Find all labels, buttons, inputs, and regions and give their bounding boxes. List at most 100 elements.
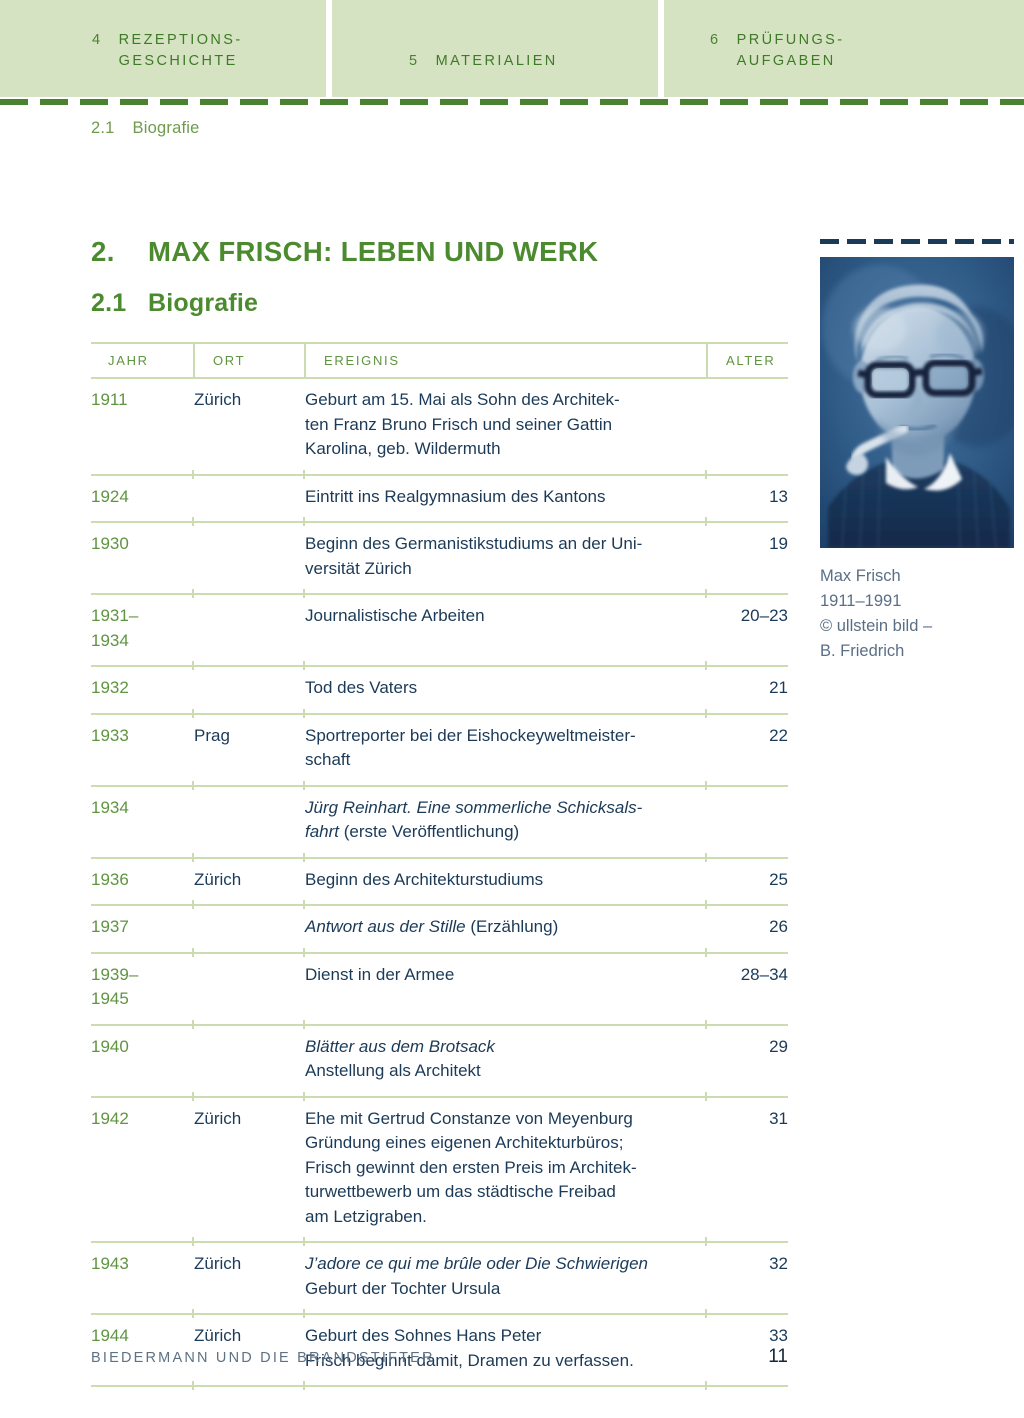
tab-pruefungsaufgaben-label-line2: AUFGABEN [736, 53, 836, 69]
row-separator-tick [705, 1091, 707, 1101]
event-text: Tod des Vaters [305, 678, 418, 697]
column-header-ereignis: EREIGNIS [305, 342, 708, 379]
cell-jahr: 1936 [91, 857, 194, 909]
cell-jahr: 1939– 1945 [91, 952, 194, 1029]
portrait-illustration [820, 257, 1014, 548]
row-separator-tick [192, 1091, 194, 1101]
chapter-title-text: MAX FRISCH: LEBEN UND WERK [148, 236, 599, 267]
caption-line-credit-1: © ullstein bild – [820, 617, 933, 635]
tab-rezeptionsgeschichte-label-line2: GESCHICHTE [118, 53, 238, 69]
tab-rezeptionsgeschichte-content: 4 REZEPTIONS- GESCHICHTE [92, 30, 243, 72]
event-text: Beginn des Germanistikstudiums an der Un… [305, 534, 643, 553]
row-separator-tick [303, 517, 305, 526]
row-separator-tick [303, 1091, 305, 1101]
tab-divider-1 [326, 0, 332, 97]
row-separator-tick [705, 900, 707, 909]
row-separator-tick [303, 900, 305, 909]
row-separator-tick [192, 947, 194, 957]
running-head-label: Biografie [132, 119, 200, 137]
cell-ereignis: Geburt am 15. Mai als Sohn des Architek-… [305, 378, 707, 479]
tab-materialien[interactable]: 5 MATERIALIEN [332, 0, 658, 97]
row-separator-tick [303, 661, 305, 670]
cell-jahr-line: 1931– [91, 606, 139, 625]
header-dashed-divider [0, 99, 1024, 105]
cell-alter: 26 [707, 905, 788, 954]
cell-ereignis: J’adore ce qui me brûle oder Die Schwier… [305, 1242, 707, 1318]
cell-ereignis-line: Beginn des Germanistikstudiums an der Un… [305, 532, 707, 557]
row-separator-tick [303, 469, 305, 479]
work-title: Blätter aus dem Brotsack [305, 1036, 495, 1056]
running-head-number: 2.1 [91, 119, 115, 137]
cell-ereignis-line: am Letzigraben. [305, 1205, 707, 1230]
cell-alter: 32 [707, 1242, 788, 1315]
cell-ort [194, 666, 305, 718]
row-separator-tick [705, 661, 707, 670]
table-row: 1931– 1934 Journalistische Arbeiten 20–23 [91, 594, 788, 670]
cell-jahr: 1942 [91, 1096, 194, 1246]
tab-materialien-number: 5 [409, 53, 418, 69]
figure-caption: Max Frisch 1911–1991 © ullstein bild – B… [820, 564, 1014, 664]
row-separator-tick [705, 1237, 707, 1246]
row-separator-tick [192, 469, 194, 479]
cell-ereignis: Geburt des Sohnes Hans Peter Frisch begin… [305, 1314, 707, 1390]
event-text: Karolina, geb. Wildermuth [305, 439, 501, 458]
tab-pruefungsaufgaben-number: 6 [710, 32, 719, 48]
cell-alter [707, 378, 788, 476]
row-separator-tick [303, 708, 305, 718]
row-separator-tick [192, 1237, 194, 1246]
cell-ereignis-line: versität Zürich [305, 557, 707, 582]
tab-pruefungsaufgaben-label-line1: PRÜFUNGS- [736, 32, 845, 48]
cell-ereignis-line: Sportreporter bei der Eishockeyweltmeist… [305, 724, 707, 749]
cell-ereignis: Jürg Reinhart. Eine sommerliche Schicksa… [305, 785, 707, 862]
row-separator-tick [192, 1309, 194, 1318]
table-row: 1934 Jürg Reinhart. Eine sommerliche Schi… [91, 785, 788, 862]
cell-ereignis-line: schaft [305, 748, 707, 773]
cell-ereignis-line: Anstellung als Architekt [305, 1059, 707, 1084]
cell-ereignis: Tod des Vaters [305, 666, 707, 718]
running-head: 2.1 Biografie [91, 119, 199, 138]
cell-jahr: 1930 [91, 522, 194, 598]
work-title: fahrt [305, 822, 340, 841]
cell-ereignis-line: Frisch beginnt damit, Dramen zu verfasse… [305, 1349, 707, 1374]
row-separator-tick [303, 1381, 305, 1390]
row-separator-tick [192, 589, 194, 598]
event-text: ten Franz Bruno Frisch und seiner Gattin [305, 414, 613, 434]
event-text: Frisch gewinnt den ersten Preis im Archi… [305, 1157, 637, 1177]
cell-jahr: 1944 [91, 1314, 194, 1390]
table-row: 1924 Eintritt ins Realgymnasium des Kanto… [91, 474, 788, 526]
cell-ereignis: Dienst in der Armee [305, 952, 707, 1029]
event-text: Eintritt ins Realgymnasium des Kantons [305, 486, 606, 506]
tab-pruefungsaufgaben[interactable]: 6 PRÜFUNGS- AUFGABEN [664, 0, 1024, 97]
row-separator-tick [705, 1019, 707, 1029]
cell-ereignis: Ehe mit Gertrud Constanze von Meyenburg G… [305, 1096, 707, 1246]
row-separator-tick [192, 900, 194, 909]
row-separator-tick [705, 852, 707, 862]
cell-ereignis-line: Eintritt ins Realgymnasium des Kantons [305, 485, 707, 510]
caption-line-credit-2: B. Friedrich [820, 642, 905, 660]
caption-line-name: Max Frisch [820, 567, 901, 585]
cell-ereignis-line: Jürg Reinhart. Eine sommerliche Schicksa… [305, 796, 707, 821]
cell-ort [194, 522, 305, 598]
column-header-ort: ORT [194, 342, 306, 379]
cell-jahr: 1933 [91, 713, 194, 790]
cell-jahr: 1911 [91, 378, 194, 479]
table-row: 1943 Zürich J’adore ce qui me brûle oder D… [91, 1242, 788, 1318]
cell-ereignis-line: Gründung eines eigenen Architekturbüros; [305, 1131, 707, 1156]
cell-alter: 25 [707, 857, 788, 906]
cell-ort [194, 594, 305, 670]
cell-ereignis: Beginn des Architekturstudiums [305, 857, 707, 909]
event-text: Anstellung als Architekt [305, 1061, 481, 1080]
table-row: 1944 Zürich Geburt des Sohnes Hans Peter Fr… [91, 1314, 788, 1390]
portrait-max-frisch-image [820, 257, 1014, 548]
tab-rezeptionsgeschichte[interactable]: 4 REZEPTIONS- GESCHICHTE [0, 0, 326, 97]
tab-pruefungsaufgaben-content: 6 PRÜFUNGS- AUFGABEN [710, 30, 844, 72]
table-row: 1937 Antwort aus der Stille (Erzählung) 26 [91, 905, 788, 957]
cell-alter: 33 [707, 1314, 788, 1387]
cell-alter: 21 [707, 666, 788, 715]
cell-ereignis-line: ten Franz Bruno Frisch und seiner Gattin [305, 413, 707, 438]
tab-pruefungsaufgaben-label: PRÜFUNGS- AUFGABEN [737, 30, 845, 72]
figure-dashed-divider [820, 239, 1014, 244]
event-text: versität Zürich [305, 558, 412, 578]
row-separator-tick [303, 1309, 305, 1318]
row-separator-tick [705, 589, 707, 598]
